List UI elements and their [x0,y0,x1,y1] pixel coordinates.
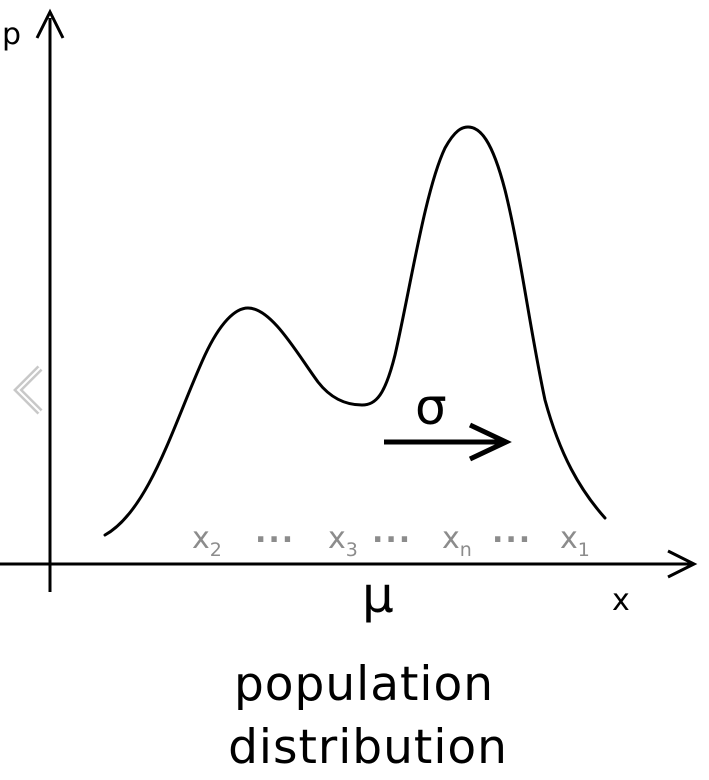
sample-x3: x3 [328,521,358,561]
caption-line-1: population [234,657,494,712]
ellipsis-1: ... [255,515,295,550]
y-axis-label: p [2,17,21,52]
sigma-symbol: σ [415,378,447,436]
sample-x2: x2 [192,521,222,561]
x-axis-arrowhead [667,549,698,579]
ellipsis-2: ... [372,515,412,550]
ellipsis-3: ... [492,515,532,550]
density-curve [103,125,607,537]
caption-line-2: distribution [228,720,508,775]
sample-xn: xn [442,521,472,561]
x-axis-label: x [612,583,630,618]
chevron-left-icon[interactable] [13,365,43,415]
mu-symbol: μ [362,566,394,624]
y-axis-arrowhead [35,8,65,39]
sigma-arrow [384,422,512,462]
sample-x1: x1 [560,521,590,561]
